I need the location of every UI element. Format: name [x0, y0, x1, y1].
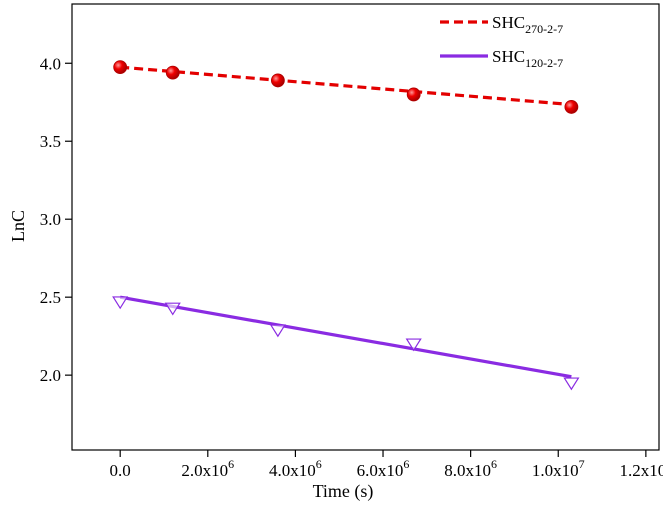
y-tick-label: 2.5: [40, 288, 61, 307]
plot-frame: [71, 3, 660, 451]
plot-border: [71, 3, 660, 451]
x-axis-ticks: 0.0 2.0x106 4.0x106 6.0x106 8.0x106 1.0x107 1.…: [110, 450, 663, 480]
y-axis-title: LnC: [8, 210, 28, 242]
fit-lines: [119, 65, 572, 379]
legend-label-1: SHC270-2-7: [492, 13, 563, 36]
series-2-fit-line: [119, 295, 572, 379]
x-tick-label: 1.2x107: [619, 457, 663, 480]
x-tick-label: 4.0x106: [269, 457, 322, 480]
series-1-point: [165, 65, 180, 80]
x-tick-label: 0.0: [110, 461, 131, 480]
y-tick-label: 3.5: [40, 132, 61, 151]
y-tick-label: 4.0: [40, 54, 61, 73]
x-tick-label: 6.0x106: [357, 457, 410, 480]
data-markers: [112, 60, 580, 391]
series-2-point: [112, 296, 129, 310]
legend-label-2: SHC120-2-7: [492, 47, 563, 70]
x-tick-label: 1.0x107: [532, 457, 585, 480]
series-2-point: [405, 338, 422, 352]
series-2-point: [269, 324, 286, 338]
series-1-point: [113, 60, 128, 75]
series-1-point: [406, 87, 421, 102]
y-tick-label: 3.0: [40, 210, 61, 229]
x-tick-label: 2.0x106: [181, 457, 234, 480]
y-axis-ticks: 2.0 2.5 3.0 3.5 4.0: [40, 54, 72, 385]
series-1-point: [564, 100, 579, 114]
series-2-point: [164, 302, 181, 316]
series-1-point: [270, 73, 285, 88]
x-tick-label: 8.0x106: [444, 457, 497, 480]
legend: SHC270-2-7 SHC120-2-7: [440, 13, 563, 70]
series-1-fit-line: [120, 65, 572, 107]
series-2-point: [563, 377, 580, 391]
x-axis-title: Time (s): [313, 481, 374, 502]
y-tick-label: 2.0: [40, 366, 61, 385]
